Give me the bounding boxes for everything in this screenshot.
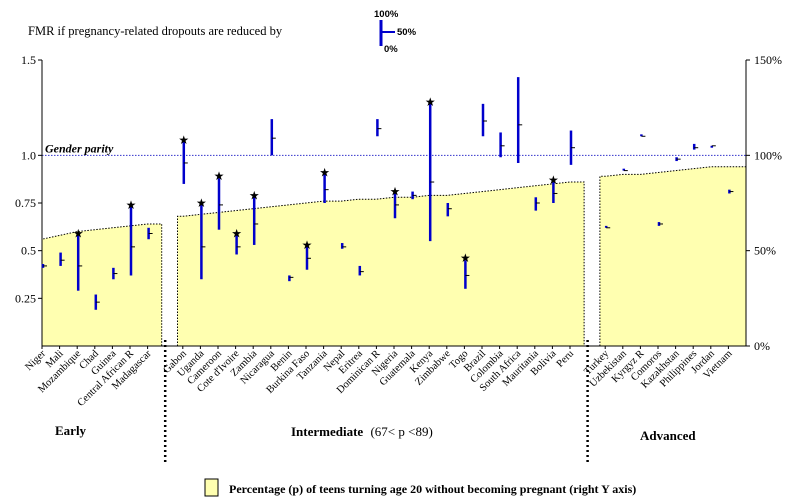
legend-key-mid: 50% — [397, 27, 417, 38]
legend-bottom-label: Percentage (p) of teens turning age 20 w… — [229, 482, 636, 496]
left-tick-label: 1.0 — [21, 148, 36, 162]
country-label-peru: Peru — [555, 348, 577, 370]
significance-star-burkina-faso: ★ — [302, 238, 313, 252]
area-group-1 — [177, 181, 585, 347]
significance-star-mozambique: ★ — [73, 226, 84, 240]
right-tick-label: 0% — [754, 339, 770, 353]
group-label-intermediate: Intermediate (67< p <89) — [291, 424, 433, 439]
left-tick-label: 0.75 — [15, 196, 36, 210]
right-tick-label: 100% — [754, 148, 782, 162]
group-label-intermediate-name: Intermediate — [291, 424, 363, 439]
legend-key-top: 100% — [374, 9, 399, 20]
significance-star-uganda: ★ — [196, 196, 207, 210]
significance-star-cameroon: ★ — [214, 169, 225, 183]
significance-star-nigeria: ★ — [390, 184, 401, 198]
significance-star-cote-d-ivoire: ★ — [231, 226, 242, 240]
group-label-advanced: Advanced — [640, 428, 696, 443]
significance-star-central-african-r: ★ — [126, 198, 137, 212]
group-label-intermediate-range: (67< p <89) — [370, 424, 432, 439]
legend-top-label: FMR if pregnancy-related dropouts are re… — [28, 24, 283, 38]
left-tick-label: 0.5 — [21, 244, 36, 258]
left-tick-label: 0.25 — [15, 291, 36, 305]
right-tick-label: 150% — [754, 53, 782, 67]
axes-layer: 0.25 0.5 0.75 1.0 1.5 0% 50% 100% 150% — [15, 53, 782, 464]
significance-star-bolivia: ★ — [548, 173, 559, 187]
legend-bottom-swatch — [204, 478, 219, 497]
area-layer — [41, 166, 747, 347]
group-label-early: Early — [55, 423, 87, 438]
legend-key-bottom: 0% — [384, 44, 398, 55]
significance-star-gabon: ★ — [178, 133, 189, 147]
right-tick-label: 50% — [754, 244, 776, 258]
bars-layer: ★ ★ ★ ★ ★ ★ ★ ★ ★ ★ ★ ★ ★ — [41, 77, 734, 310]
significance-star-tanzania: ★ — [319, 165, 330, 179]
significance-star-togo: ★ — [460, 251, 471, 265]
significance-star-zambia: ★ — [249, 188, 260, 202]
left-tick-label: 1.5 — [21, 53, 36, 67]
gender-parity-label: Gender parity — [45, 141, 114, 155]
parity-layer: Gender parity — [42, 141, 746, 156]
area-group-0 — [41, 223, 163, 347]
area-group-2 — [599, 166, 747, 347]
significance-star-kenya: ★ — [425, 95, 436, 109]
